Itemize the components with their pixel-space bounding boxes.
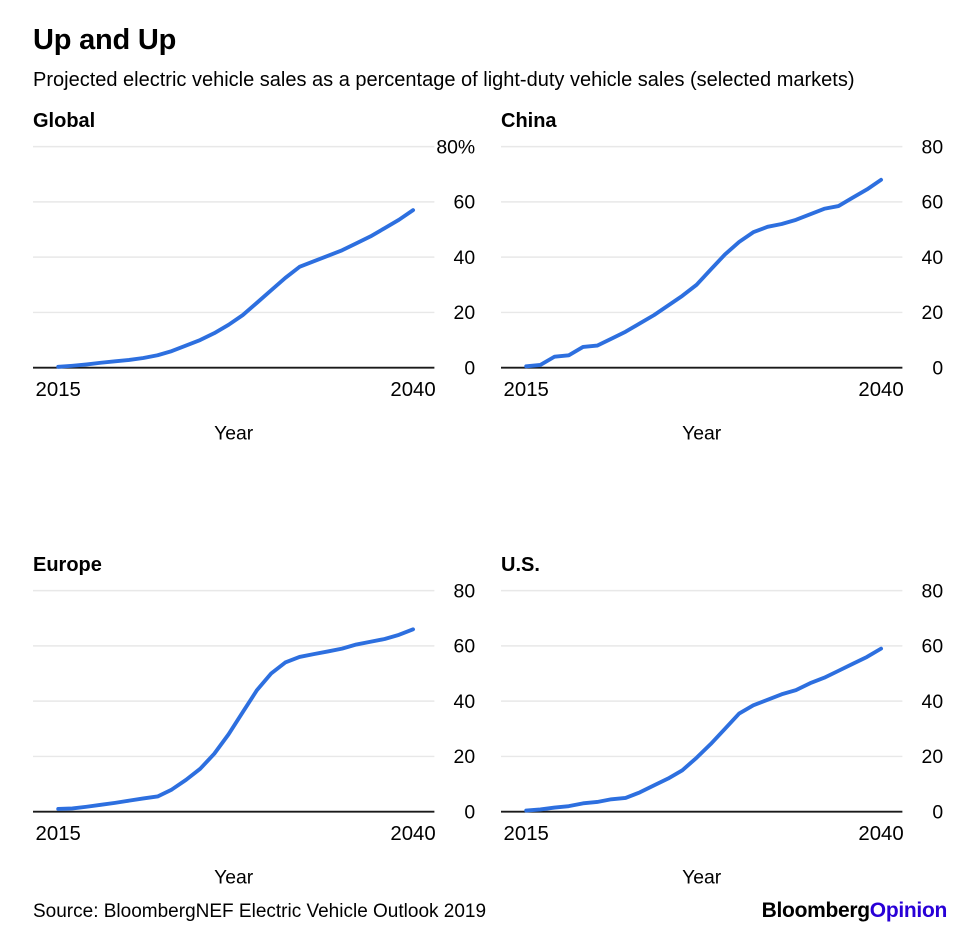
svg-text:60: 60 xyxy=(922,635,944,657)
svg-text:2040: 2040 xyxy=(390,379,435,401)
svg-text:2040: 2040 xyxy=(858,823,903,845)
svg-text:20: 20 xyxy=(922,746,944,768)
svg-text:0: 0 xyxy=(932,801,943,823)
svg-text:2015: 2015 xyxy=(504,823,549,845)
svg-text:Year: Year xyxy=(214,422,254,444)
svg-text:2040: 2040 xyxy=(858,379,903,401)
svg-text:2015: 2015 xyxy=(504,379,549,401)
chart-panel-us: U.S. 0 20 40 60 80 2015 2040 Year xyxy=(501,554,947,891)
panel-title-china: China xyxy=(501,110,557,132)
svg-text:20: 20 xyxy=(454,302,476,324)
svg-text:0: 0 xyxy=(464,357,475,379)
svg-text:60: 60 xyxy=(454,192,476,214)
chart-panel-europe: Europe 0 20 40 60 80 2015 2040 Year xyxy=(33,554,479,891)
svg-text:20: 20 xyxy=(922,302,944,324)
svg-text:Year: Year xyxy=(682,866,722,888)
svg-text:80: 80 xyxy=(454,580,476,602)
panel-title-global: Global xyxy=(33,110,96,132)
svg-text:80: 80 xyxy=(922,136,944,158)
brand-opinion: Opinion xyxy=(869,899,948,922)
charts-grid: Global 0 20 40 60 80% 2015 2040 Year China 0 20 4… xyxy=(33,110,947,891)
svg-text:40: 40 xyxy=(922,247,944,269)
svg-text:40: 40 xyxy=(454,691,476,713)
svg-text:60: 60 xyxy=(922,192,944,214)
panel-title-us: U.S. xyxy=(501,553,540,576)
svg-text:2040: 2040 xyxy=(390,823,435,845)
panel-title-europe: Europe xyxy=(33,553,102,576)
brand-bloomberg: Bloomberg xyxy=(761,899,870,922)
svg-text:40: 40 xyxy=(454,247,476,269)
svg-text:Year: Year xyxy=(214,866,254,888)
svg-text:20: 20 xyxy=(454,746,476,768)
header: Up and Up Projected electric vehicle sal… xyxy=(33,24,947,94)
footer: Source: BloombergNEF Electric Vehicle Ou… xyxy=(33,899,947,923)
svg-text:40: 40 xyxy=(922,691,944,713)
svg-text:80: 80 xyxy=(922,580,944,602)
brand-logo: BloombergOpinion xyxy=(761,899,948,923)
chart-panel-china: China 0 20 40 60 80 2015 2040 Year xyxy=(501,110,947,447)
svg-text:60: 60 xyxy=(454,635,476,657)
svg-text:2015: 2015 xyxy=(36,823,81,845)
chart-subtitle: Projected electric vehicle sales as a pe… xyxy=(33,69,855,91)
page-title: Up and Up xyxy=(33,24,177,56)
svg-text:2015: 2015 xyxy=(36,379,81,401)
source-note: Source: BloombergNEF Electric Vehicle Ou… xyxy=(33,901,487,922)
svg-text:Year: Year xyxy=(682,422,722,444)
chart-panel-global: Global 0 20 40 60 80% 2015 2040 Year xyxy=(33,110,479,447)
svg-text:80%: 80% xyxy=(436,136,475,158)
svg-text:0: 0 xyxy=(464,801,475,823)
svg-text:0: 0 xyxy=(932,357,943,379)
